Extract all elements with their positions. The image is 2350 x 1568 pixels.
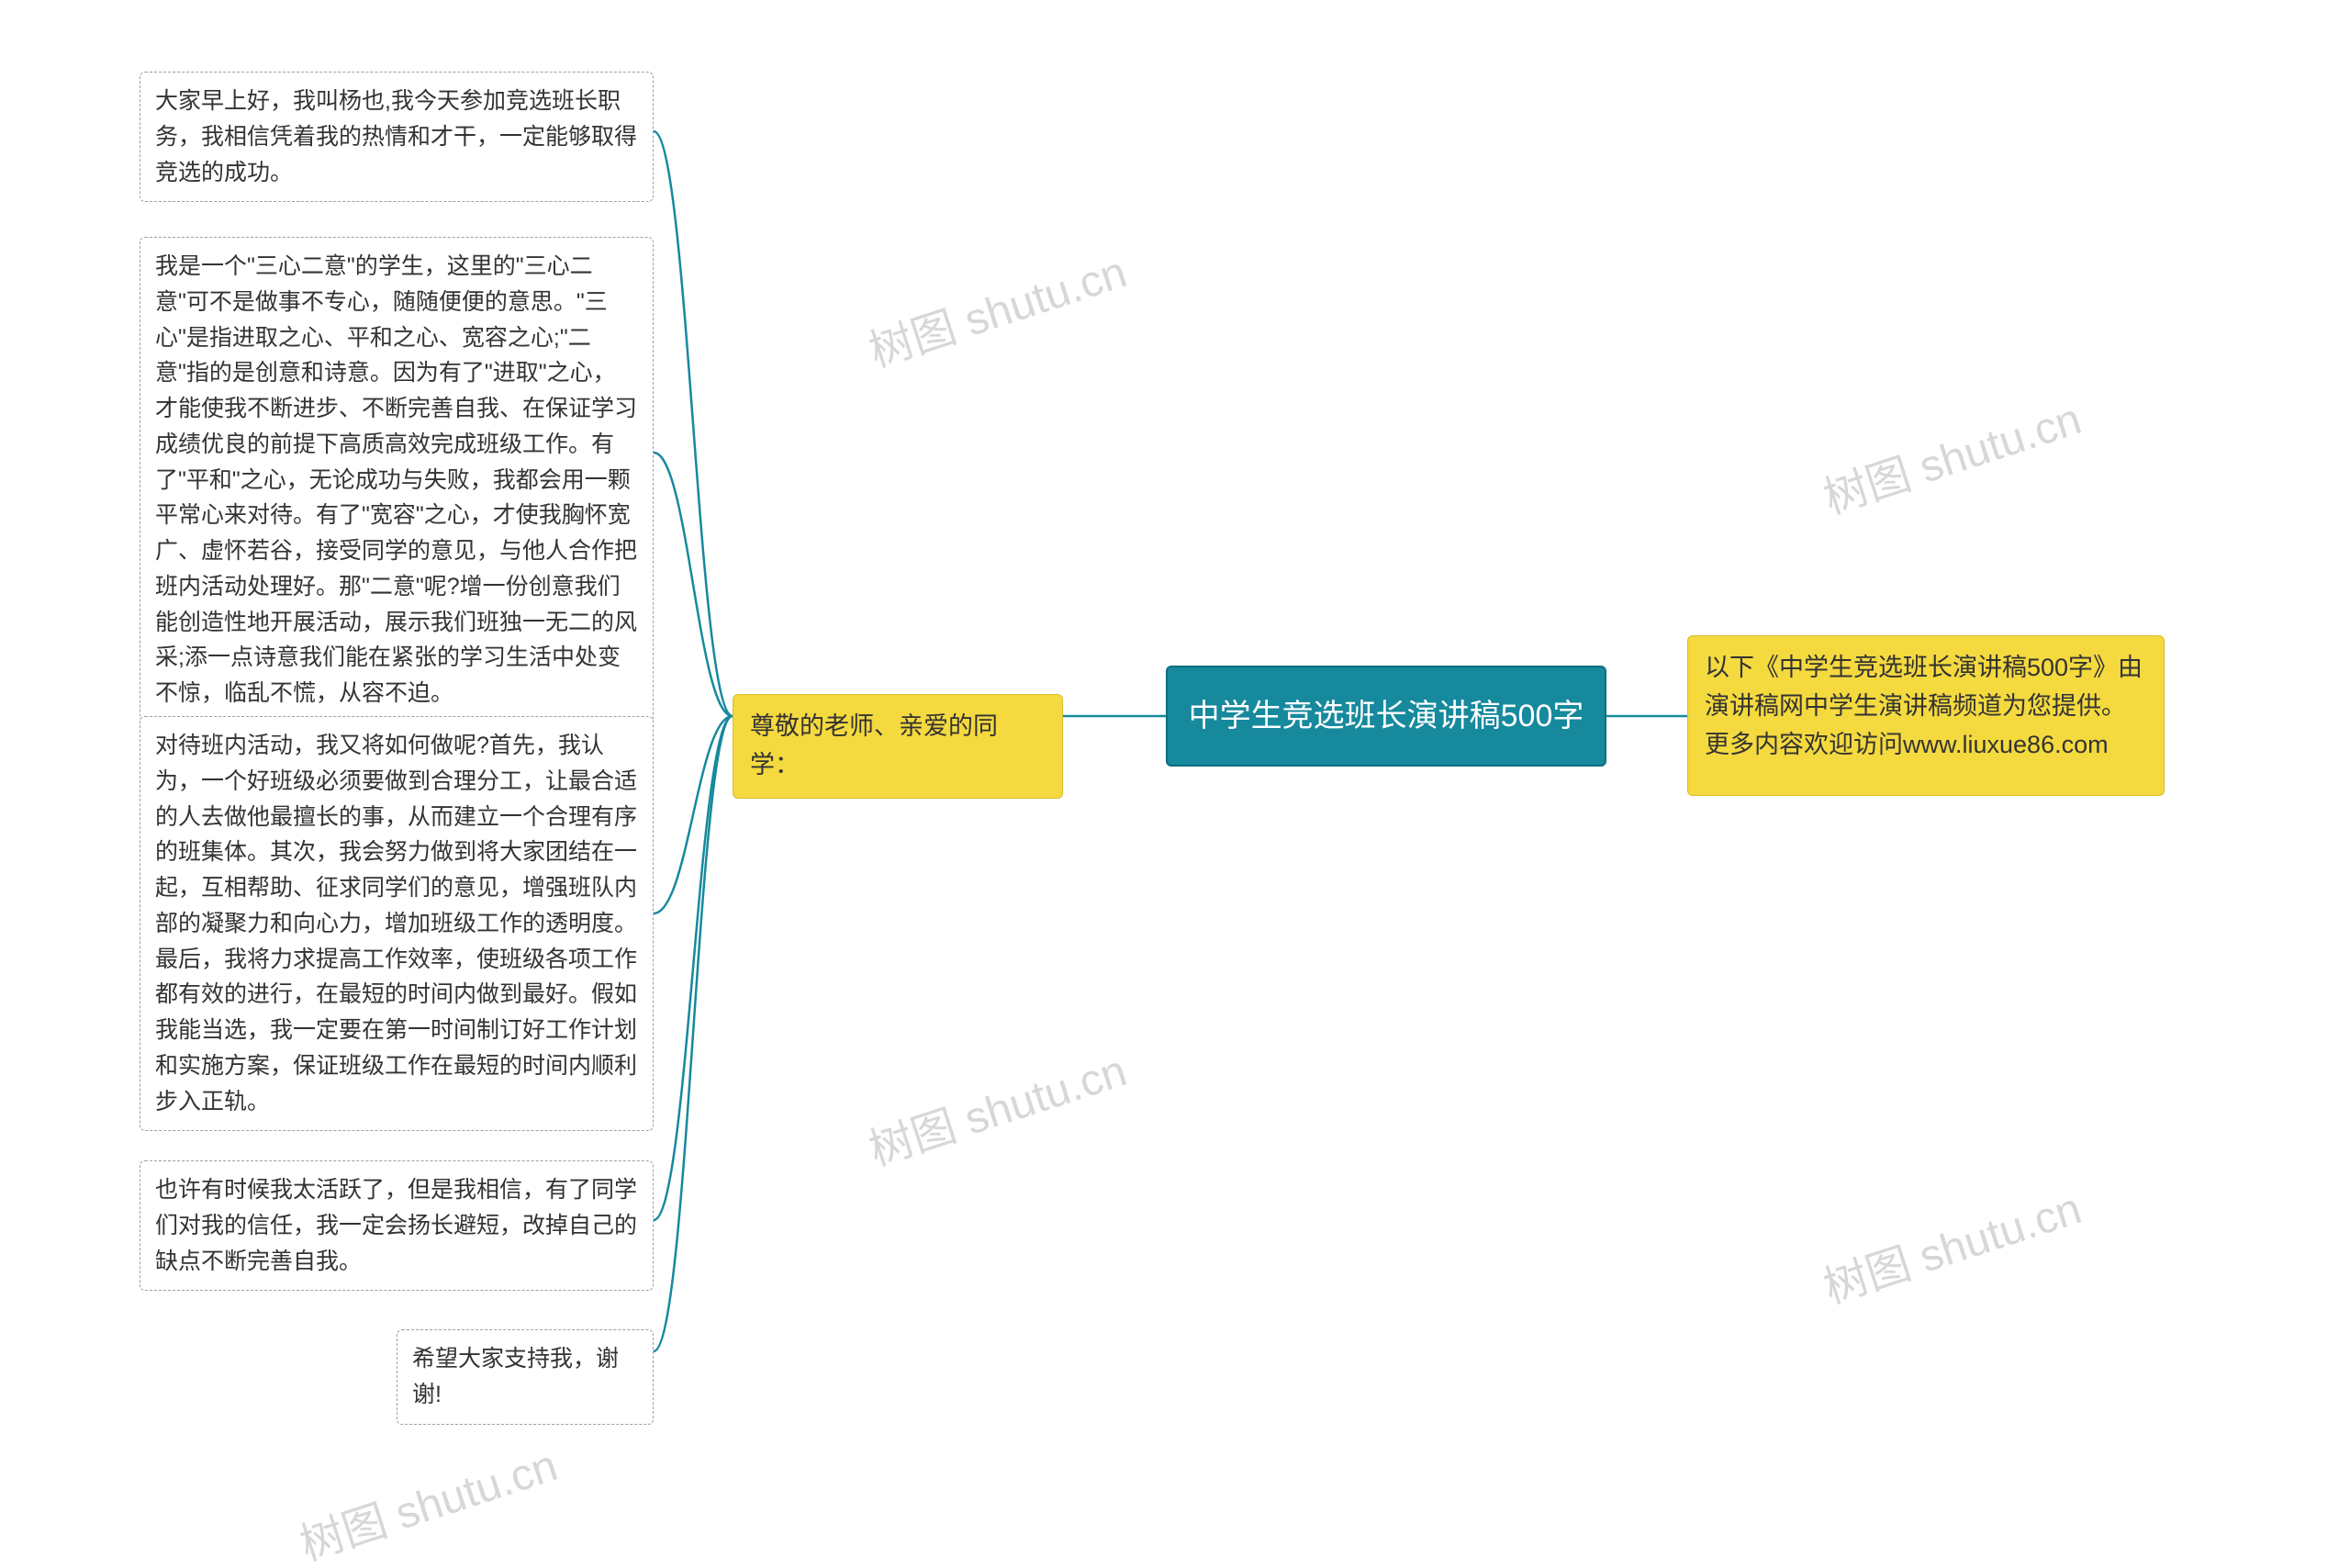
right-branch-text: 以下《中学生竞选班长演讲稿500字》由演讲稿网中学生演讲稿频道为您提供。更多内容… — [1705, 654, 2143, 758]
leaf-text-4: 希望大家支持我，谢谢! — [412, 1346, 619, 1407]
leaf-text-1: 我是一个"三心二意"的学生，这里的"三心二意"可不是做事不专心，随随便便的意思。… — [155, 253, 637, 706]
leaf-node-4[interactable]: 希望大家支持我，谢谢! — [397, 1329, 654, 1425]
leaf-text-0: 大家早上好，我叫杨也,我今天参加竞选班长职务，我相信凭着我的热情和才干，一定能够… — [155, 88, 637, 185]
root-node[interactable]: 中学生竞选班长演讲稿500字 — [1166, 666, 1606, 767]
leaf-text-2: 对待班内活动，我又将如何做呢?首先，我认为，一个好班级必须要做到合理分工，让最合… — [155, 733, 637, 1114]
watermark-2: 树图 shutu.cn — [859, 1035, 1133, 1178]
watermark-3: 树图 shutu.cn — [1814, 1172, 2087, 1316]
watermark-0: 树图 shutu.cn — [859, 236, 1133, 379]
root-text: 中学生竞选班长演讲稿500字 — [1189, 692, 1584, 741]
connector-3 — [654, 453, 733, 716]
watermark-1: 树图 shutu.cn — [1814, 383, 2087, 526]
right-branch-node[interactable]: 以下《中学生竞选班长演讲稿500字》由演讲稿网中学生演讲稿频道为您提供。更多内容… — [1687, 635, 2165, 796]
connector-6 — [654, 716, 733, 1351]
leaf-node-3[interactable]: 也许有时候我太活跃了，但是我相信，有了同学们对我的信任，我一定会扬长避短，改掉自… — [140, 1160, 654, 1291]
leaf-node-1[interactable]: 我是一个"三心二意"的学生，这里的"三心二意"可不是做事不专心，随随便便的意思。… — [140, 237, 654, 723]
leaf-text-3: 也许有时候我太活跃了，但是我相信，有了同学们对我的信任，我一定会扬长避短，改掉自… — [155, 1177, 637, 1274]
leaf-node-2[interactable]: 对待班内活动，我又将如何做呢?首先，我认为，一个好班级必须要做到合理分工，让最合… — [140, 716, 654, 1131]
leaf-node-0[interactable]: 大家早上好，我叫杨也,我今天参加竞选班长职务，我相信凭着我的热情和才干，一定能够… — [140, 72, 654, 202]
connector-4 — [654, 716, 733, 913]
watermark-4: 树图 shutu.cn — [290, 1429, 564, 1568]
left-hub-text: 尊敬的老师、亲爱的同学： — [750, 712, 998, 778]
connector-5 — [654, 716, 733, 1220]
left-hub-node[interactable]: 尊敬的老师、亲爱的同学： — [733, 694, 1063, 799]
connector-2 — [654, 131, 733, 716]
